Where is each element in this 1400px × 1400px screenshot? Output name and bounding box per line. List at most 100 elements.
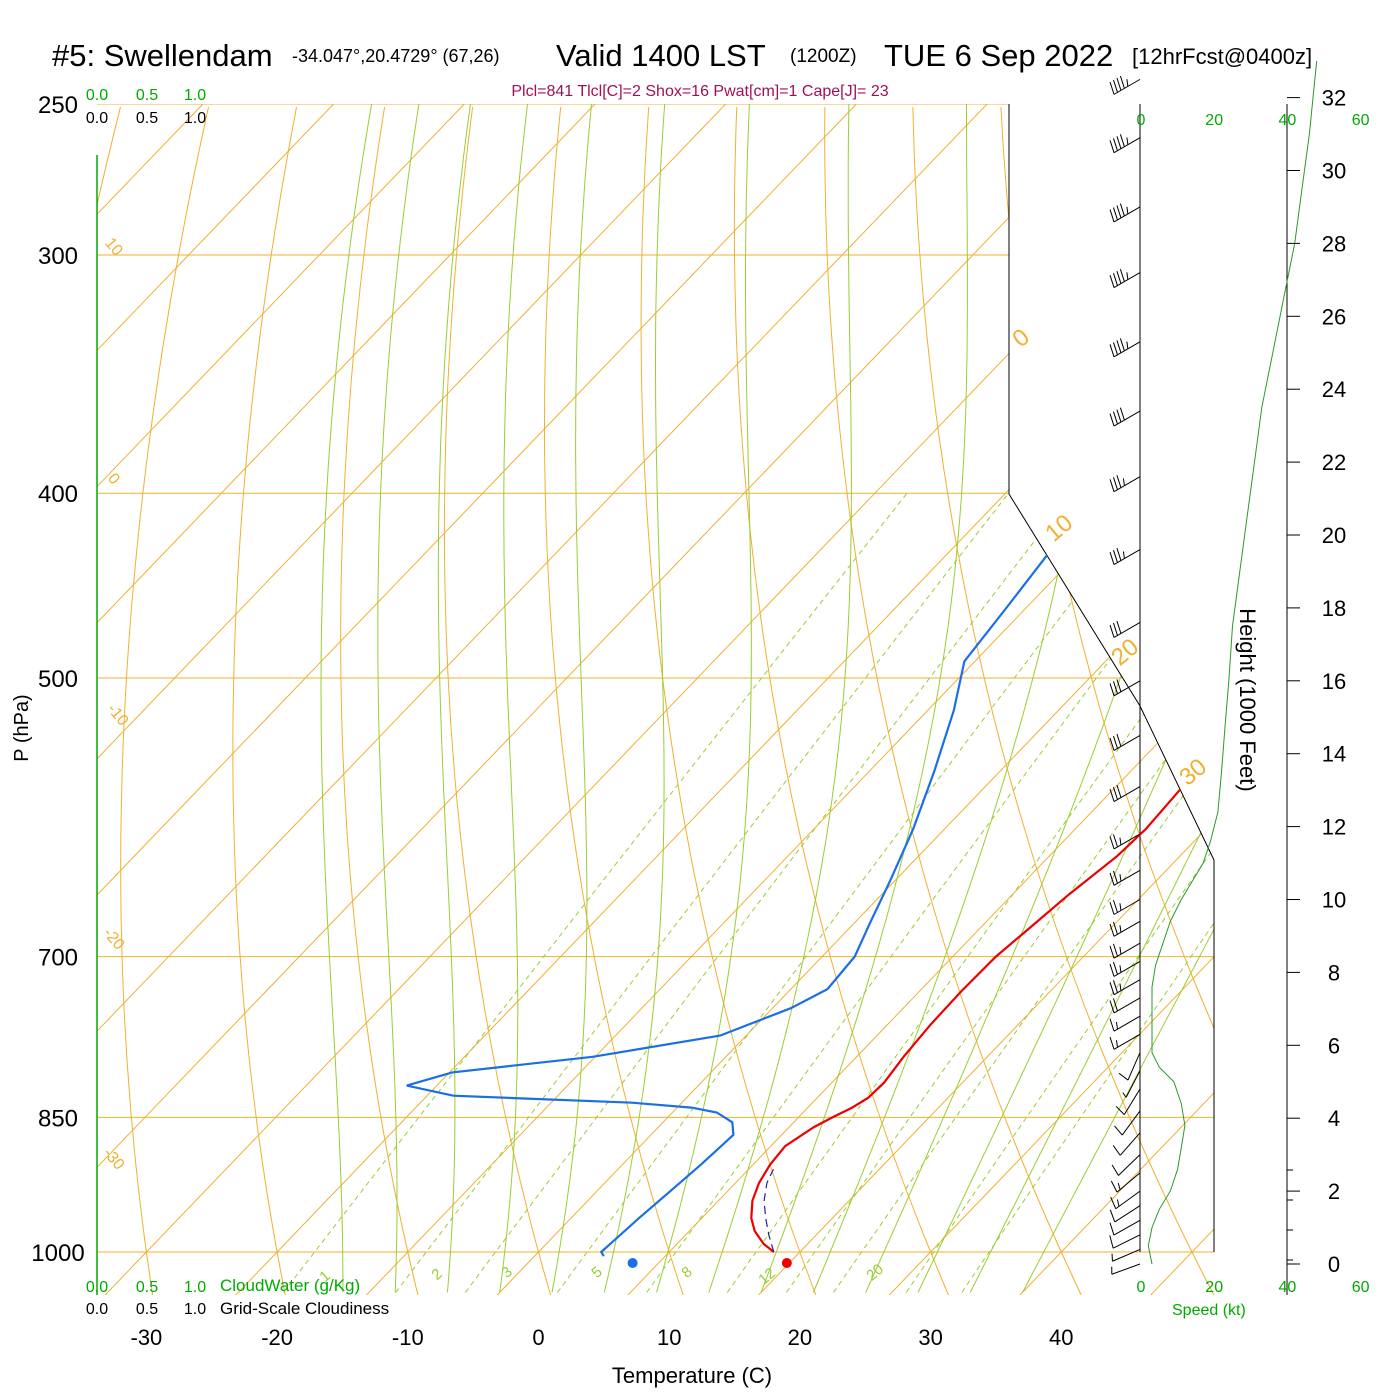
isotherm-line	[593, 104, 1214, 1295]
cloudiness-scale-bottom-label: 1.0	[184, 1301, 206, 1318]
wind-barb-flag	[1119, 203, 1125, 217]
wind-barb	[1109, 899, 1141, 915]
wind-barb	[1109, 269, 1141, 288]
mixing-ratio-line	[395, 492, 1009, 1293]
dry-adiabat-line	[1176, 106, 1214, 1295]
wind-barb-staff	[1113, 680, 1141, 697]
wind-barb-flag	[1116, 271, 1122, 284]
wind-barb-flag	[1115, 1105, 1125, 1115]
left-isotherm-label: -20	[100, 925, 128, 954]
wind-barb-flag	[1116, 548, 1122, 561]
isotherm-line	[97, 104, 904, 1295]
wind-barb-flag	[1113, 786, 1118, 800]
wind-barb	[1109, 833, 1141, 850]
isotherm-line	[331, 104, 1214, 1295]
wind-barb-flag	[1122, 478, 1125, 486]
wind-barb-flag	[1109, 788, 1115, 802]
dry-adiabat-line	[640, 106, 817, 1295]
left-isotherm-label: -10	[104, 701, 132, 730]
forecast-info: [12hrFcst@0400z]	[1132, 44, 1313, 69]
wind-barb-staff	[1111, 1263, 1141, 1275]
mixing-ratio-line	[786, 492, 1214, 1293]
wind-barb-staff	[1113, 410, 1141, 427]
pressure-tick-label: 1000	[31, 1240, 84, 1267]
wind-barb-flag	[1113, 207, 1118, 221]
wind-barb-staff	[1112, 1248, 1141, 1262]
mixing-ratio-label: 5	[588, 1263, 605, 1281]
wind-barb-staff	[1113, 272, 1141, 288]
cloudiness-scale-top-label: 1.0	[184, 110, 206, 127]
plot-frame	[96, 104, 1293, 1295]
height-tick-label: 20	[1322, 523, 1346, 548]
x-tick-label: 40	[1049, 1325, 1073, 1350]
wind-barb-staff	[1119, 1132, 1141, 1156]
right-isotherm-label: 20	[1106, 633, 1144, 671]
wind-barb-staff	[1113, 833, 1141, 850]
wind-barb-flag	[1119, 925, 1122, 933]
wind-barb-flag	[1109, 344, 1115, 357]
wind-barb-flag	[1115, 1021, 1118, 1030]
wind-barb	[1109, 1015, 1141, 1032]
wind-barb	[1122, 1070, 1141, 1098]
right-isotherm-label: 10	[1040, 509, 1078, 547]
wind-barb-flag	[1119, 837, 1122, 845]
left-isotherm-label: -30	[100, 1145, 128, 1174]
moist-adiabat-line	[865, 104, 1214, 1293]
wind-barb	[1109, 869, 1141, 886]
wind-barb	[1109, 620, 1141, 638]
wind-barb-flag	[1109, 923, 1115, 937]
wind-barb-flag	[1126, 206, 1129, 215]
wind-barb-flag	[1116, 205, 1122, 219]
cloud-scale-top-label: 1.0	[184, 87, 206, 104]
wind-barb-flag	[1110, 1180, 1118, 1193]
cloudiness-label: Grid-Scale Cloudiness	[220, 1299, 389, 1318]
dry-adiabat-line	[120, 106, 209, 1295]
wind-barb-flag	[1109, 140, 1115, 153]
wind-barb-flag	[1113, 899, 1118, 913]
wind-barb	[1109, 1219, 1141, 1236]
wind-barb-flag	[1113, 961, 1118, 975]
height-tick-label: 32	[1322, 86, 1346, 111]
wind-barb-flag	[1109, 1018, 1115, 1032]
isotherm-line	[97, 104, 1165, 1295]
wind-barb-flag	[1109, 1036, 1115, 1050]
wind-barb-flag	[1119, 946, 1122, 955]
wind-barb-flag	[1109, 1222, 1115, 1236]
wind-barb-staff	[1113, 961, 1141, 977]
wind-barb-flag	[1119, 407, 1125, 421]
wind-barb	[1109, 1033, 1141, 1050]
moist-adiabat-line	[499, 104, 549, 1293]
wind-barb-staff	[1115, 1190, 1141, 1210]
wind-barb-staff	[1113, 942, 1141, 959]
mixing-ratio-line	[556, 492, 1155, 1293]
mixing-ratio-line	[961, 492, 1214, 1293]
surface-temperature-marker	[781, 1258, 792, 1268]
wind-barb-flag	[1113, 834, 1118, 848]
wind-barb	[1109, 942, 1141, 959]
wind-barb	[1109, 1234, 1141, 1249]
wind-barb-flag	[1116, 340, 1122, 353]
height-tick-label: 6	[1328, 1033, 1340, 1058]
wind-barb	[1109, 920, 1141, 937]
wind-barb	[1109, 75, 1141, 95]
height-tick-label: 10	[1322, 888, 1346, 913]
wind-barb-flag	[1113, 79, 1118, 93]
height-tick-label: 12	[1322, 815, 1346, 840]
height-tick-label: 14	[1322, 742, 1346, 767]
wind-barb	[1109, 979, 1141, 996]
x-axis-title: Temperature (C)	[612, 1363, 772, 1388]
moist-adiabat-line	[969, 104, 1214, 1293]
wind-speed-top-tick: 0	[1137, 112, 1146, 129]
x-tick-label: -20	[261, 1325, 293, 1350]
moist-adiabat-line	[551, 104, 610, 1293]
cloudiness-scale-top-label: 0.0	[86, 110, 108, 127]
mixing-ratio-line	[464, 492, 1072, 1293]
dry-adiabat-line	[733, 106, 949, 1295]
dry-adiabat-line	[232, 106, 297, 1295]
wind-barb-flag	[1113, 273, 1118, 286]
wind-barb	[1118, 1052, 1141, 1081]
mixing-ratio-line	[646, 492, 1214, 1293]
cloudiness-scale-bottom-label: 0.0	[86, 1301, 108, 1318]
wind-barb-flag	[1113, 921, 1118, 935]
